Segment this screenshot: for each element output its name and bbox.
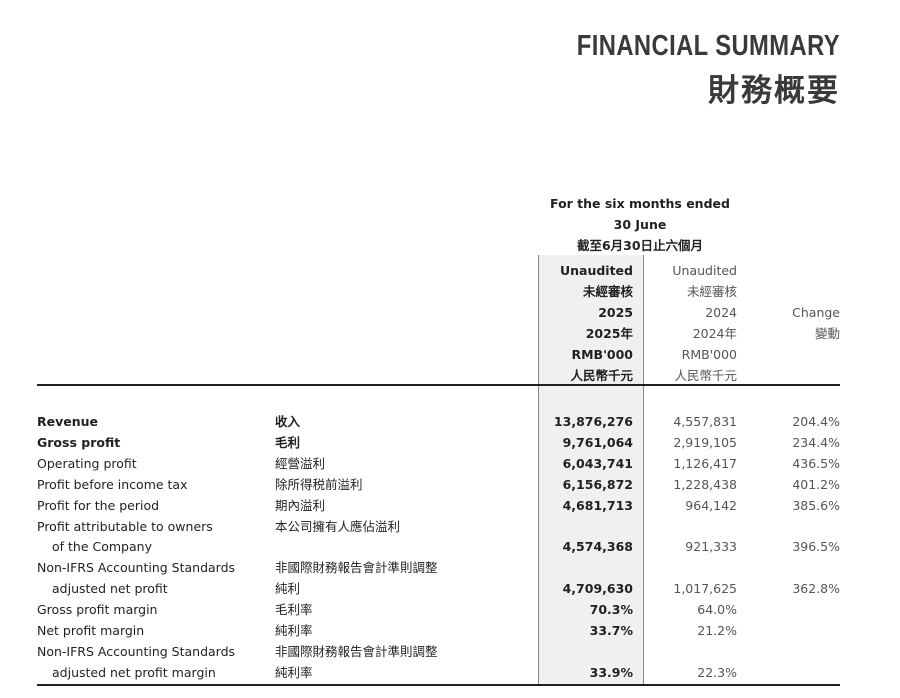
row-label-zh: 除所得税前溢利	[275, 476, 363, 492]
period-line: For the six months ended	[550, 196, 730, 211]
current-value: 70.3%	[589, 602, 633, 618]
header-line: 2024	[705, 305, 737, 320]
current-value: 9,761,064	[562, 434, 633, 450]
header-line: 人民幣千元	[570, 368, 633, 383]
title-english: FINANCIAL SUMMARY	[576, 30, 840, 62]
row-label-en: Profit before income tax	[37, 476, 188, 492]
table-row: Non-IFRS Accounting Standards 非國際財務報告會計準則…	[0, 557, 900, 578]
current-column-header: Unaudited 未經審核 2025 2025年 RMB'000 人民幣千元	[560, 260, 633, 386]
period-header: For the six months ended 30 June 截至6月30日…	[540, 193, 740, 256]
row-label-en: Non-IFRS Accounting Standards	[37, 560, 236, 576]
table-row: Net profit margin 純利率 33.7% 21.2%	[0, 620, 900, 641]
prior-value: 1,017,625	[673, 581, 737, 597]
header-line: 2025	[598, 305, 633, 320]
current-value: 6,043,741	[562, 455, 633, 471]
header-line: 變動	[814, 326, 840, 341]
row-label-en: Operating profit	[37, 455, 137, 471]
table-row: Profit before income tax 除所得税前溢利 6,156,872…	[0, 474, 900, 495]
header-line: Unaudited	[559, 263, 633, 278]
header-line: Change	[792, 305, 840, 320]
table-row: Profit for the period 期內溢利 4,681,713 964,14…	[0, 495, 900, 516]
current-value: 4,681,713	[562, 497, 633, 513]
row-label-zh: 毛利	[275, 434, 301, 450]
prior-value: 964,142	[685, 497, 737, 513]
current-value: 6,156,872	[562, 476, 633, 492]
header-line: 人民幣千元	[674, 368, 737, 383]
prior-value: 64.0%	[697, 602, 737, 618]
current-value: 33.9%	[589, 664, 633, 680]
table-row: Non-IFRS Accounting Standards 非國際財務報告會計準則…	[0, 641, 900, 662]
prior-value: 921,333	[685, 539, 737, 555]
prior-value: 21.2%	[697, 623, 737, 638]
change-column-header: Change 變動	[792, 302, 840, 344]
change-value: 234.4%	[792, 434, 840, 450]
row-label-zh: 毛利率	[275, 602, 313, 618]
row-label-zh: 純利	[275, 581, 301, 597]
header-line: RMB'000	[681, 347, 737, 362]
current-value: 13,876,276	[553, 414, 633, 429]
header-line: 未經審核	[686, 284, 737, 299]
current-value: 4,709,630	[562, 581, 633, 597]
row-label-en: adjusted net profit margin	[52, 664, 216, 680]
prior-value: 1,228,438	[673, 476, 737, 492]
row-label-zh: 期內溢利	[275, 497, 326, 513]
current-value: 33.7%	[589, 623, 633, 638]
table-row: Profit attributable to owners 本公司擁有人應佔溢利	[0, 516, 900, 537]
row-label-en: Profit for the period	[37, 497, 160, 513]
row-label-zh: 非國際財務報告會計準則調整	[275, 560, 438, 576]
bottom-rule	[37, 684, 840, 686]
table-row: adjusted net profit margin 純利率 33.9% 22.3%	[0, 662, 900, 683]
header-line: Unaudited	[672, 263, 737, 278]
row-label-zh: 收入	[275, 414, 301, 429]
row-label-en: of the Company	[52, 539, 152, 555]
period-line: 30 June	[613, 217, 667, 232]
change-value: 204.4%	[792, 414, 840, 429]
table-row: of the Company 4,574,368 921,333 396.5%	[0, 536, 900, 557]
row-label-zh: 非國際財務報告會計準則調整	[275, 643, 438, 659]
header-line: 2025年	[585, 326, 633, 341]
prior-value: 2,919,105	[673, 434, 737, 450]
table-row: Operating profit 經營溢利 6,043,741 1,126,417 43…	[0, 453, 900, 474]
change-value: 385.6%	[792, 497, 840, 513]
row-label-en: Non-IFRS Accounting Standards	[37, 643, 236, 659]
row-label-en: Gross profit	[37, 434, 121, 450]
header-line: 2024年	[692, 326, 737, 341]
row-label-zh: 經營溢利	[275, 455, 326, 471]
prior-value: 1,126,417	[673, 455, 737, 471]
period-line: 截至6月30日止六個月	[576, 238, 704, 253]
change-value: 362.8%	[792, 581, 840, 597]
row-label-en: Revenue	[37, 414, 99, 429]
table-row: Revenue 收入 13,876,276 4,557,831 204.4%	[0, 411, 900, 432]
header-line: RMB'000	[571, 347, 633, 362]
table-row: adjusted net profit 純利 4,709,630 1,017,625 3…	[0, 578, 900, 599]
header-rule	[37, 384, 840, 386]
current-period-column-shade	[538, 255, 644, 685]
table-row: Gross profit 毛利 9,761,064 2,919,105 234.4%	[0, 432, 900, 453]
page-title: FINANCIAL SUMMARY 財務概要	[519, 30, 840, 110]
row-label-zh: 純利率	[275, 623, 313, 638]
change-value: 396.5%	[792, 539, 840, 555]
table-row: Gross profit margin 毛利率 70.3% 64.0%	[0, 599, 900, 620]
row-label-en: adjusted net profit	[52, 581, 168, 597]
change-value: 401.2%	[792, 476, 840, 492]
row-label-zh: 純利率	[275, 664, 313, 680]
prior-value: 4,557,831	[673, 414, 737, 429]
prior-value: 22.3%	[697, 664, 737, 680]
title-chinese: 財務概要	[708, 73, 840, 109]
current-value: 4,574,368	[562, 539, 633, 555]
row-label-en: Net profit margin	[37, 623, 145, 638]
prior-column-header: Unaudited 未經審核 2024 2024年 RMB'000 人民幣千元	[672, 260, 737, 386]
row-label-zh: 本公司擁有人應佔溢利	[275, 518, 401, 534]
row-label-en: Profit attributable to owners	[37, 518, 213, 534]
change-value: 436.5%	[792, 455, 840, 471]
header-line: 未經審核	[582, 284, 633, 299]
row-label-en: Gross profit margin	[37, 602, 158, 618]
